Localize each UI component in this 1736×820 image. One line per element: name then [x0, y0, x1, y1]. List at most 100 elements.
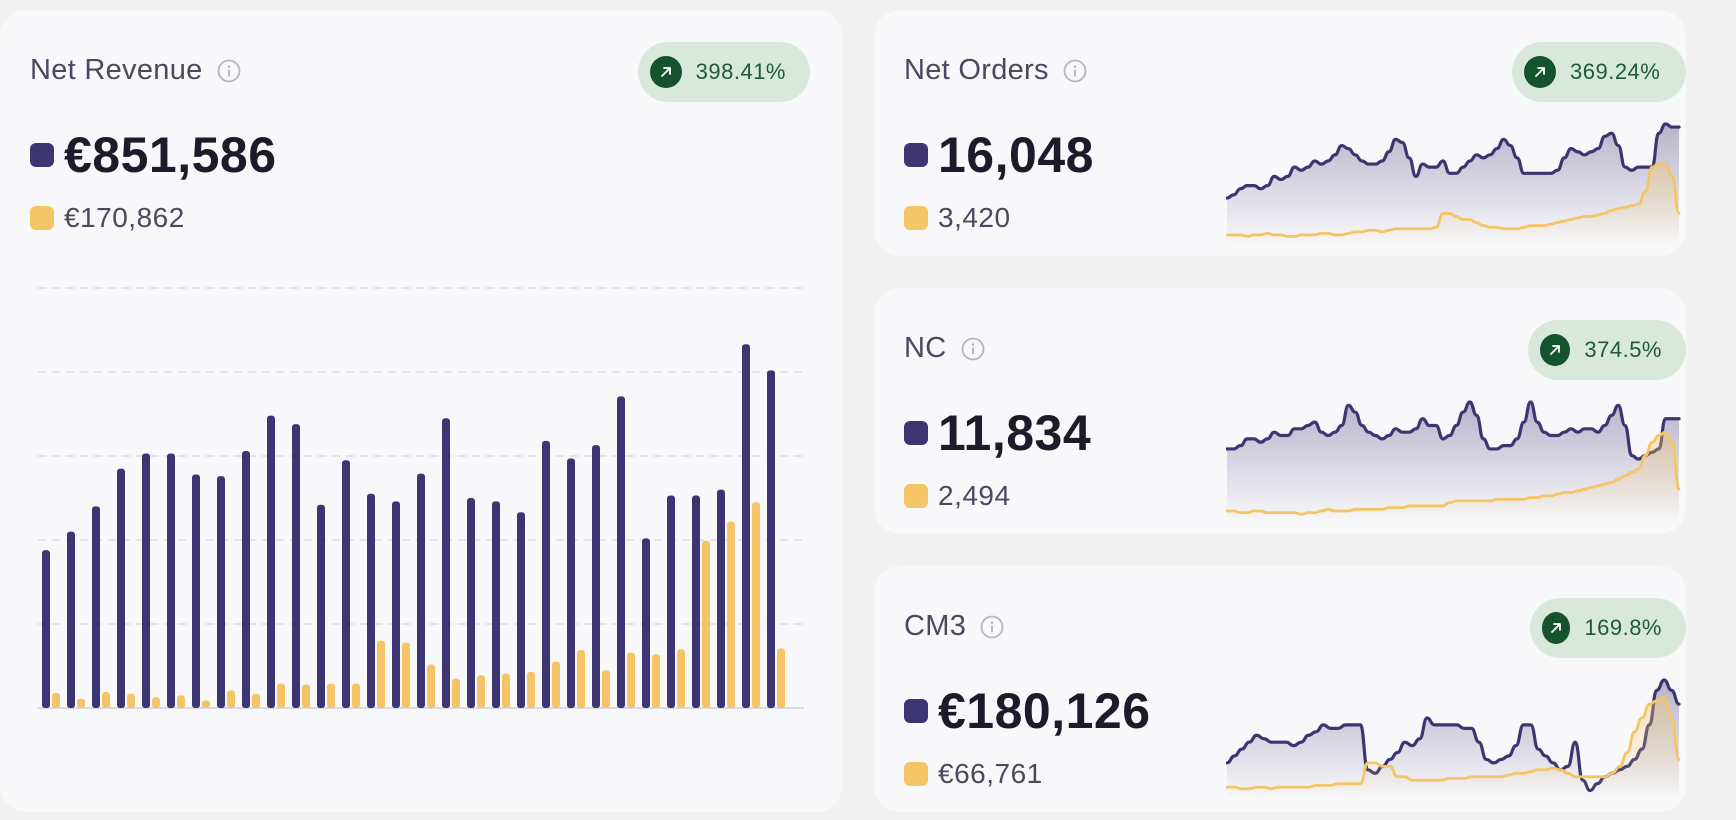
bar-secondary[interactable]: [402, 642, 410, 708]
bar-secondary[interactable]: [702, 540, 710, 708]
bar-secondary[interactable]: [652, 654, 660, 708]
bar-secondary[interactable]: [227, 690, 235, 708]
change-badge: 398.41%: [638, 42, 810, 102]
info-icon[interactable]: [1063, 59, 1087, 83]
bar-primary[interactable]: [692, 495, 700, 708]
bar-secondary[interactable]: [152, 697, 160, 708]
primary-value: 16,048: [938, 127, 1094, 183]
bar-secondary[interactable]: [727, 521, 735, 708]
bar-secondary[interactable]: [277, 683, 285, 708]
bar-primary[interactable]: [717, 489, 725, 708]
bar-secondary[interactable]: [177, 695, 185, 708]
area-primary: [1227, 680, 1679, 800]
bar-secondary[interactable]: [677, 649, 685, 708]
primary-legend-swatch: [904, 143, 928, 167]
nc-sparkline: [1226, 400, 1681, 522]
change-badge: 374.5%: [1528, 320, 1686, 380]
primary-legend-swatch: [904, 699, 928, 723]
bar-primary[interactable]: [642, 538, 650, 708]
bar-secondary[interactable]: [127, 693, 135, 708]
bar-primary[interactable]: [267, 415, 275, 708]
bar-secondary[interactable]: [352, 683, 360, 708]
area-secondary: [1227, 432, 1679, 522]
secondary-metric: 3,420: [904, 202, 1011, 234]
bar-primary[interactable]: [567, 458, 575, 708]
bar-secondary[interactable]: [527, 671, 535, 708]
card-title: Net Revenue: [30, 54, 203, 86]
primary-metric: 11,834: [904, 404, 1091, 462]
bar-secondary[interactable]: [377, 640, 385, 708]
secondary-metric: €66,761: [904, 758, 1043, 790]
primary-value: €851,586: [64, 127, 277, 183]
bar-primary[interactable]: [742, 344, 750, 708]
primary-legend-swatch: [30, 143, 54, 167]
bar-secondary[interactable]: [752, 502, 760, 708]
bar-secondary[interactable]: [577, 650, 585, 708]
line-primary: [1226, 400, 1681, 461]
bar-primary[interactable]: [367, 493, 375, 708]
bar-primary[interactable]: [67, 531, 75, 708]
secondary-value: €170,862: [64, 202, 185, 233]
bar-primary[interactable]: [317, 504, 325, 708]
bar-secondary[interactable]: [552, 661, 560, 708]
bar-secondary[interactable]: [52, 692, 60, 708]
line-secondary: [1226, 162, 1681, 238]
bar-primary[interactable]: [192, 474, 200, 708]
bar-primary[interactable]: [217, 476, 225, 708]
bar-primary[interactable]: [92, 506, 100, 708]
bar-secondary[interactable]: [327, 683, 335, 708]
primary-value: 11,834: [938, 405, 1092, 461]
cm3-sparkline: [1226, 678, 1681, 800]
bar-secondary[interactable]: [202, 700, 210, 708]
arrow-up-right-icon: [650, 56, 682, 88]
change-badge: 369.24%: [1512, 42, 1686, 102]
bar-primary[interactable]: [42, 550, 50, 708]
bar-secondary[interactable]: [102, 692, 110, 708]
cm3-title-row: CM3: [904, 610, 1004, 643]
nc-card: NC 374.5% 11,834 2,494: [874, 288, 1686, 534]
bar-primary[interactable]: [617, 396, 625, 708]
area-primary: [1227, 124, 1679, 244]
bar-primary[interactable]: [667, 495, 675, 708]
bar-primary[interactable]: [467, 498, 475, 708]
bar-secondary[interactable]: [252, 693, 260, 708]
secondary-value: €66,761: [938, 758, 1043, 789]
bar-primary[interactable]: [167, 453, 175, 708]
bar-primary[interactable]: [392, 501, 400, 708]
primary-metric: €180,126: [904, 682, 1151, 740]
net-orders-sparkline: [1226, 122, 1681, 244]
bar-primary[interactable]: [142, 453, 150, 708]
bar-secondary[interactable]: [477, 675, 485, 708]
bar-primary[interactable]: [242, 450, 250, 708]
bar-secondary[interactable]: [627, 652, 635, 708]
bar-secondary[interactable]: [777, 648, 785, 708]
info-icon[interactable]: [217, 59, 241, 83]
info-icon[interactable]: [961, 337, 985, 361]
card-title: Net Orders: [904, 54, 1049, 86]
bar-primary[interactable]: [592, 445, 600, 708]
bar-primary[interactable]: [492, 501, 500, 708]
bar-secondary[interactable]: [452, 678, 460, 708]
info-icon[interactable]: [980, 615, 1004, 639]
change-percent: 369.24%: [1570, 59, 1661, 84]
arrow-up-right-icon: [1542, 612, 1571, 644]
line-secondary: [1226, 695, 1681, 791]
revenue-bar-chart: [38, 287, 804, 709]
bar-secondary[interactable]: [427, 664, 435, 708]
bar-primary[interactable]: [442, 418, 450, 708]
bar-primary[interactable]: [417, 473, 425, 708]
net-orders-card: Net Orders 369.24% 16,048 3,420: [874, 10, 1686, 256]
bar-primary[interactable]: [767, 370, 775, 708]
bar-primary[interactable]: [517, 512, 525, 708]
bar-primary[interactable]: [342, 460, 350, 708]
bar-secondary[interactable]: [302, 684, 310, 708]
bar-secondary[interactable]: [602, 670, 610, 708]
bar-primary[interactable]: [292, 424, 300, 708]
bar-primary[interactable]: [117, 468, 125, 708]
primary-metric: 16,048: [904, 126, 1094, 184]
bar-primary[interactable]: [542, 440, 550, 708]
primary-metric: €851,586: [30, 126, 277, 184]
bar-secondary[interactable]: [502, 673, 510, 708]
change-percent: 169.8%: [1584, 615, 1662, 640]
bar-secondary[interactable]: [77, 698, 85, 708]
